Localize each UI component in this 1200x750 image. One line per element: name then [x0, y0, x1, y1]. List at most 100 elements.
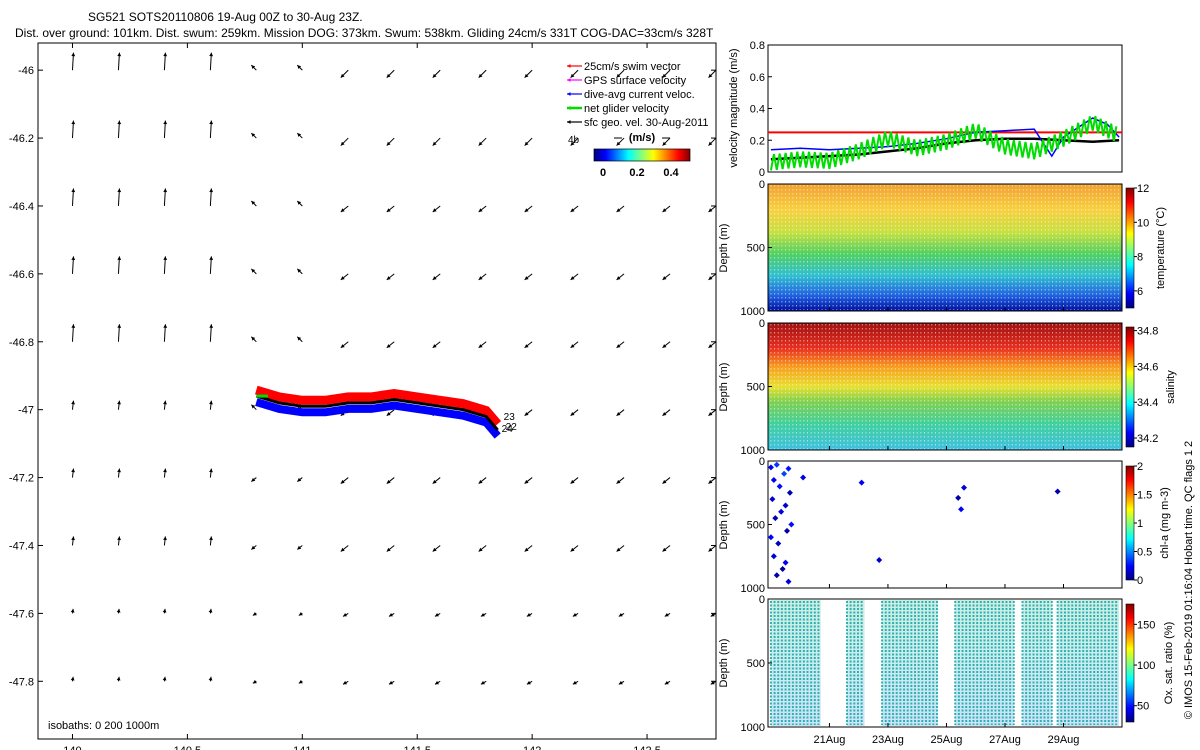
sfc-velocity-arrow-head — [162, 608, 167, 613]
legend-arrow-head — [567, 78, 571, 82]
chl-point — [781, 470, 788, 477]
sfc-velocity-arrow-head — [570, 73, 575, 78]
sfc-velocity-arrow-head — [478, 479, 483, 484]
legend-arrow — [567, 78, 582, 82]
sfc-velocity-arrow-head — [432, 479, 437, 484]
sfc-velocity-arrow — [386, 545, 395, 552]
sfc-velocity-arrow-head — [386, 411, 391, 416]
sfc-velocity-arrow-head — [340, 208, 345, 212]
sfc-velocity-arrow — [117, 536, 121, 546]
sfc-velocity-arrow — [386, 137, 395, 146]
sfc-velocity-arrow-head — [524, 547, 529, 552]
sfc-velocity-arrow — [616, 69, 625, 79]
sfc-velocity-arrow-head — [251, 477, 256, 482]
map-frame — [37, 42, 717, 740]
sfc-velocity-arrow — [71, 536, 75, 546]
sfc-velocity-arrow — [117, 324, 122, 342]
sfc-velocity-arrow-head — [386, 479, 391, 484]
sfc-velocity-arrow — [296, 132, 303, 139]
chl-point — [784, 527, 791, 534]
sfc-velocity-arrow — [117, 468, 121, 478]
sfc-velocity-arrow-head — [616, 479, 621, 484]
sfc-velocity-arrow — [570, 477, 579, 484]
sfc-velocity-arrow-head — [616, 141, 621, 146]
figure-title: SG521 SOTS20110806 19-Aug 00Z to 30-Aug … — [88, 10, 363, 24]
sfc-velocity-arrow — [434, 612, 441, 617]
sfc-velocity-arrow-head — [251, 133, 256, 137]
sfc-velocity-arrow — [662, 477, 671, 484]
sfc-velocity-arrow-head — [524, 479, 529, 484]
sfc-velocity-arrow — [208, 676, 213, 682]
sfc-velocity-arrow-head — [71, 324, 76, 328]
sfc-velocity-arrow — [163, 468, 167, 478]
sfc-velocity-arrow — [664, 612, 671, 617]
sfc-velocity-arrow-head — [570, 411, 575, 416]
sfc-velocity-arrow — [70, 608, 75, 614]
sfc-velocity-arrow-head — [116, 676, 121, 681]
chl-point — [767, 464, 774, 471]
salinity-colorbar-label: salinity — [1165, 370, 1177, 404]
sfc-velocity-arrow — [662, 205, 671, 213]
sfc-velocity-arrow-head — [340, 276, 345, 280]
sfc-velocity-arrow-head — [251, 268, 256, 273]
cb-tick-label: 34.8 — [1137, 326, 1158, 338]
sfc-velocity-arrow-head — [388, 680, 393, 685]
map-ytick-label: -46.8 — [9, 337, 34, 349]
sfc-velocity-arrow — [71, 256, 76, 274]
oxygen-segment-band — [955, 600, 1014, 726]
temperature-colorbar-label: temperature (°C) — [1155, 207, 1167, 289]
sfc-velocity-arrow — [524, 205, 533, 213]
sfc-velocity-arrow-head — [432, 276, 437, 280]
sfc-velocity-arrow — [116, 608, 121, 614]
sfc-velocity-arrow — [340, 137, 349, 146]
sfc-velocity-arrow-head — [662, 411, 667, 416]
map-xtick-label: 142.5 — [633, 745, 661, 750]
map-ytick-label: -46 — [18, 65, 34, 77]
chl-point — [800, 474, 807, 481]
velocity-axis-ticks: 0 0.2 0.4 0.6 0.8 — [750, 40, 772, 179]
sfc-velocity-arrow — [71, 400, 75, 410]
sfc-velocity-arrow-head — [163, 52, 168, 57]
sfc-velocity-arrow — [616, 409, 625, 417]
cb-tick-label: 2 — [1137, 461, 1143, 473]
salinity-ylabel: Depth (m) — [718, 363, 730, 412]
sfc-velocity-arrow — [117, 400, 121, 410]
map-ytick-label: -47.6 — [9, 608, 34, 620]
sfc-velocity-arrow-head — [478, 141, 483, 146]
chlorophyll-panel: 0 500 1000 Depth (m) 0 0.5 1 1.5 2 chl-a (mg m… — [718, 456, 1171, 595]
map-legend: 25cm/s swim vector GPS surface velocity di… — [567, 61, 709, 179]
oxygen-segment-band — [1057, 600, 1120, 726]
sfc-velocity-arrow — [524, 273, 533, 281]
sfc-velocity-arrow — [524, 477, 533, 484]
salinity-field — [768, 323, 1122, 450]
sfc-velocity-arrow — [524, 409, 533, 417]
sfc-velocity-arrow-head — [386, 208, 391, 212]
oxygen-xtick-label: 27Aug — [989, 734, 1021, 746]
sfc-velocity-arrow-head — [618, 612, 623, 617]
sfc-velocity-arrow-head — [662, 141, 667, 146]
map-xtick-label: 140 — [63, 745, 81, 750]
sfc-velocity-arrow-head — [386, 547, 391, 552]
sfc-velocity-arrow — [342, 680, 349, 685]
sfc-velocity-arrow-head — [209, 400, 213, 405]
sfc-velocity-arrow — [570, 273, 579, 281]
sfc-velocity-arrow-head — [708, 73, 713, 78]
sfc-velocity-arrow-head — [70, 608, 75, 613]
legend-arrow — [567, 92, 582, 96]
chl-point — [773, 572, 780, 579]
sfc-velocity-arrow-head — [616, 411, 621, 416]
sfc-velocity-arrow — [250, 404, 257, 411]
sfc-velocity-arrow — [432, 545, 441, 552]
sfc-velocity-arrow — [251, 477, 257, 482]
chlorophyll-ylabel: Depth (m) — [718, 501, 730, 550]
sfc-velocity-arrow-head — [297, 65, 302, 69]
sfc-velocity-arrow-head — [117, 468, 121, 473]
sfc-velocity-arrow — [208, 608, 213, 614]
sfc-velocity-arrow-head — [71, 188, 76, 193]
sfc-velocity-arrow — [708, 545, 717, 552]
sfc-velocity-arrow — [209, 468, 213, 478]
chl-point — [773, 461, 780, 468]
sfc-velocity-arrow — [434, 680, 441, 685]
ytick-label: 500 — [747, 520, 765, 532]
map-ytick-label: -46.4 — [9, 201, 34, 213]
